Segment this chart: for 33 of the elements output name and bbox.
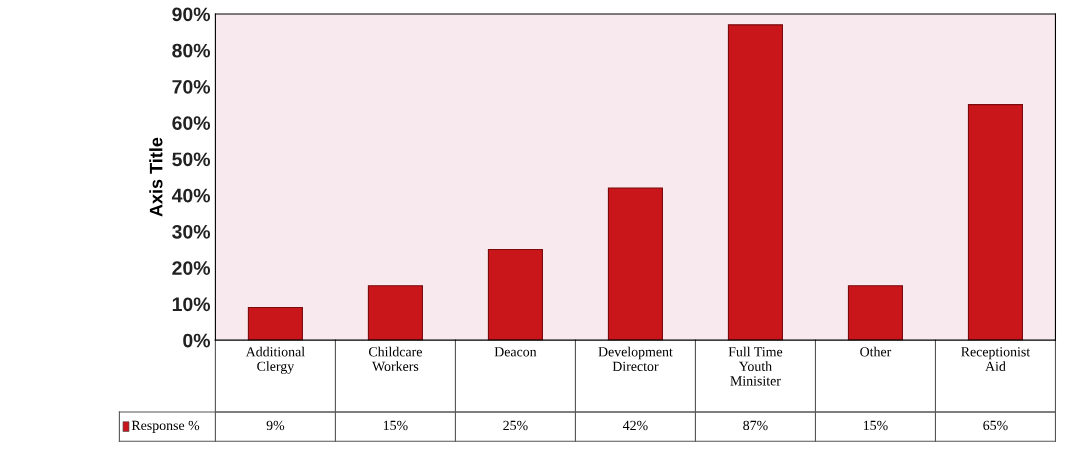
- y-axis-title: Axis Title: [149, 137, 163, 217]
- bar: [727, 24, 783, 341]
- y-tick-label: 20%: [172, 261, 211, 275]
- bar: [487, 249, 543, 341]
- y-tick-label: 10%: [172, 297, 211, 312]
- x-tick-label: Other: [860, 346, 892, 357]
- data-label: 9%: [266, 420, 285, 431]
- y-tick-label: 70%: [172, 79, 211, 94]
- y-tick-label: 50%: [172, 152, 211, 167]
- data-label: 87%: [743, 420, 768, 431]
- y-tick-label: 60%: [172, 116, 211, 130]
- bar: [847, 285, 904, 341]
- legend-label: Response %: [131, 420, 200, 433]
- bar: [247, 307, 303, 341]
- bar: [607, 187, 663, 341]
- data-label: 65%: [983, 420, 1008, 431]
- data-label: 15%: [863, 420, 888, 431]
- x-tick-label: Deacon: [494, 347, 537, 357]
- x-tick-label: Receptionist Aid: [961, 347, 1031, 371]
- data-label: 15%: [383, 420, 408, 431]
- y-tick-label: 90%: [172, 7, 211, 22]
- y-tick-label: 0%: [183, 333, 211, 348]
- x-tick-label: Development Director: [598, 346, 673, 371]
- y-tick-label: 40%: [171, 188, 211, 203]
- y-tick-label: 80%: [172, 43, 211, 58]
- bar: [367, 285, 423, 341]
- x-tick-label: Childcare Workers: [368, 346, 422, 372]
- data-label: 42%: [622, 420, 648, 431]
- bar: [967, 104, 1024, 341]
- data-label: 25%: [503, 420, 528, 431]
- x-tick-label: Full Time Youth Minisiter: [728, 346, 783, 386]
- y-tick-label: 30%: [172, 224, 211, 239]
- x-tick-label: Additional Clergy: [245, 346, 305, 374]
